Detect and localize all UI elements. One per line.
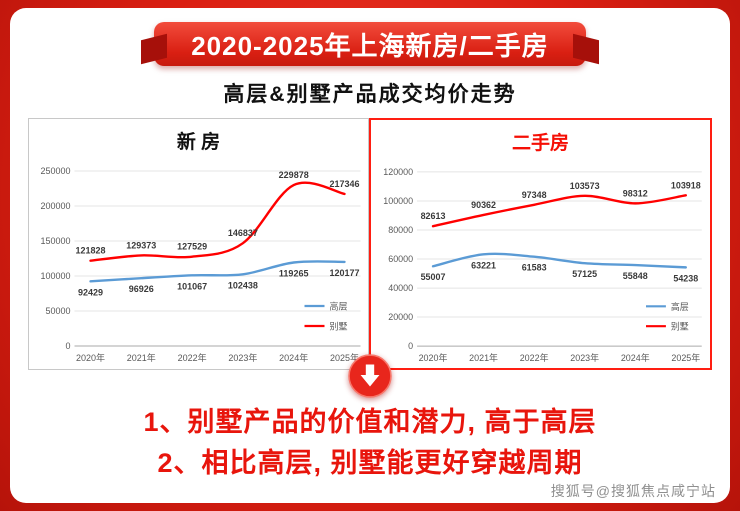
resale-homes-panel: 二手房 0 20000 40000 60000 80000 100000 120000 202… [369,118,712,370]
svg-text:2022年: 2022年 [520,352,549,363]
svg-text:61583: 61583 [522,263,547,273]
subtitle: 高层&别墅产品成交均价走势 [223,83,517,106]
charts-row: 新 房 0 50000 100000 150000 200000 250000 2020年 2… [28,118,712,370]
new-homes-chart: 0 50000 100000 150000 200000 250000 2020年 2021年… [40,166,361,363]
new-homes-panel: 新 房 0 50000 100000 150000 200000 250000 2020年 2… [28,118,369,370]
svg-text:102438: 102438 [228,280,258,290]
svg-text:60000: 60000 [388,254,413,264]
conclusion-line-1: 1、别墅产品的价值和潜力, 高于高层 [143,407,597,437]
svg-text:120177: 120177 [329,268,359,278]
svg-text:100000: 100000 [40,271,70,281]
svg-text:250000: 250000 [40,166,70,176]
svg-text:150000: 150000 [40,236,70,246]
title-banner: 2020-2025年上海新房/二手房 [154,22,586,66]
banner-title: 2020-2025年上海新房/二手房 [191,30,549,61]
resale-homes-chart: 0 20000 40000 60000 80000 100000 120000 2020年 20… [383,167,702,363]
svg-text:54238: 54238 [673,273,698,283]
svg-text:20000: 20000 [388,312,413,322]
svg-text:2023年: 2023年 [228,352,257,363]
svg-text:96926: 96926 [129,284,154,294]
svg-text:146837: 146837 [228,228,258,238]
svg-text:2021年: 2021年 [469,352,498,363]
svg-text:别墅: 别墅 [671,322,689,332]
svg-text:2025年: 2025年 [671,352,700,363]
svg-text:0: 0 [408,341,413,351]
svg-text:2022年: 2022年 [178,352,207,363]
svg-text:高层: 高层 [330,301,348,312]
svg-text:200000: 200000 [40,201,70,211]
svg-text:2021年: 2021年 [127,352,156,363]
svg-text:80000: 80000 [388,225,413,235]
svg-text:2025年: 2025年 [330,352,359,363]
svg-text:57125: 57125 [572,269,597,279]
svg-text:97348: 97348 [522,190,547,200]
svg-text:119265: 119265 [279,269,309,279]
conclusion-line-2: 2、相比高层, 别墅能更好穿越周期 [157,448,583,478]
svg-text:55848: 55848 [623,271,648,281]
svg-text:63221: 63221 [471,260,496,270]
svg-text:101067: 101067 [177,281,207,291]
svg-text:127529: 127529 [177,242,207,252]
svg-text:92429: 92429 [78,287,103,297]
svg-text:98312: 98312 [623,188,648,198]
svg-text:40000: 40000 [388,283,413,293]
svg-text:高层: 高层 [671,301,689,312]
watermark: 搜狐号@搜狐焦点咸宁站 [550,483,716,499]
svg-text:别墅: 别墅 [330,322,348,332]
svg-text:82613: 82613 [421,211,446,221]
svg-text:90362: 90362 [471,200,496,210]
svg-text:100000: 100000 [383,196,413,206]
resale-homes-title: 二手房 [511,133,569,154]
svg-text:103573: 103573 [570,181,600,191]
svg-text:0: 0 [65,341,70,351]
new-homes-title: 新 房 [176,132,221,153]
svg-text:2024年: 2024年 [279,352,308,363]
svg-text:2020年: 2020年 [76,352,105,363]
down-arrow-icon [348,354,392,398]
svg-text:129373: 129373 [126,240,156,250]
svg-text:120000: 120000 [383,167,413,177]
svg-text:121828: 121828 [75,246,105,256]
svg-text:2020年: 2020年 [419,352,448,363]
svg-text:103918: 103918 [671,180,701,190]
svg-text:2023年: 2023年 [570,352,599,363]
conclusions: 1、别墅产品的价值和潜力, 高于高层 2、相比高层, 别墅能更好穿越周期 [10,402,730,484]
svg-text:50000: 50000 [45,306,70,316]
content-card: 2020-2025年上海新房/二手房 高层&别墅产品成交均价走势 新 房 0 50… [10,8,730,503]
svg-text:55007: 55007 [421,272,446,282]
svg-text:2024年: 2024年 [621,352,650,363]
svg-text:229878: 229878 [279,170,309,180]
svg-text:217346: 217346 [329,179,359,189]
